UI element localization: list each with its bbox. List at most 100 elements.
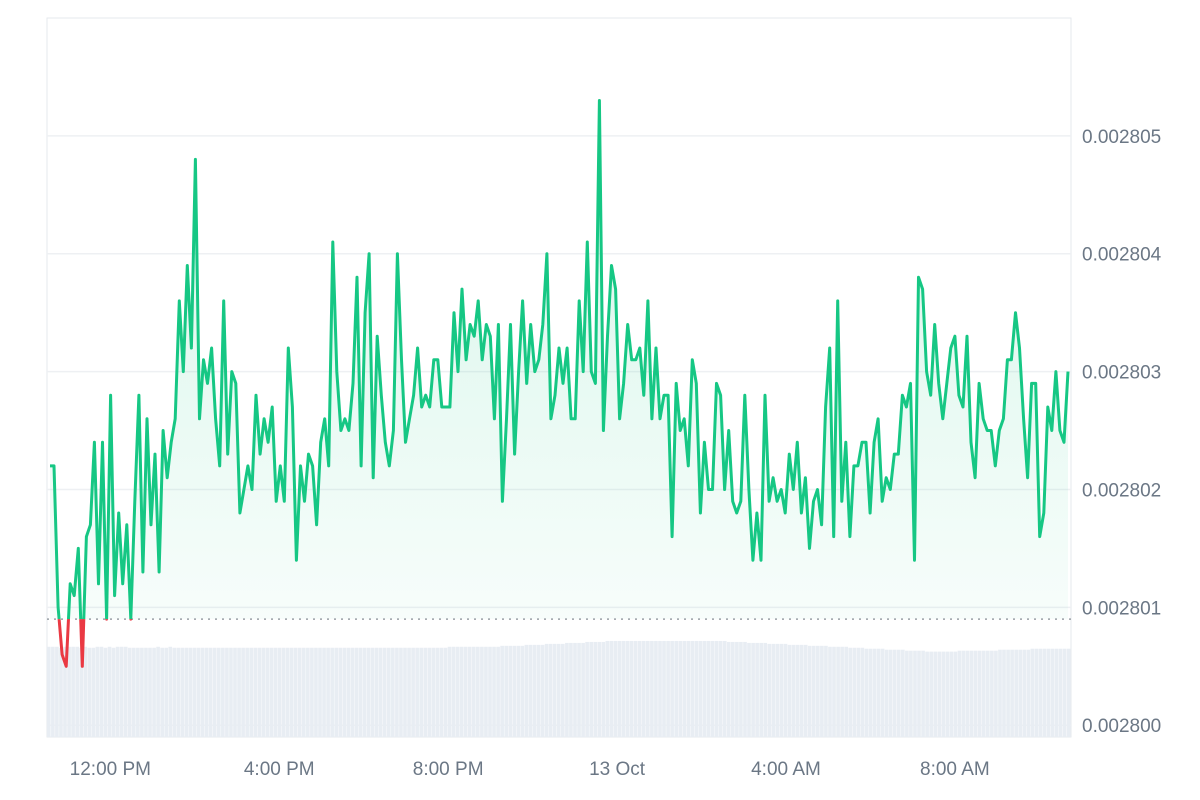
volume-bar xyxy=(969,650,974,737)
volume-bar xyxy=(488,646,492,737)
volume-bar xyxy=(63,646,67,737)
volume-bar xyxy=(306,647,310,737)
volume-bar xyxy=(301,647,306,737)
volume-bar xyxy=(1050,648,1055,737)
y-tick-label: 0.002804 xyxy=(1082,245,1162,266)
volume-bar xyxy=(573,642,577,737)
volume-bar xyxy=(718,640,723,737)
volume-bar xyxy=(1010,649,1014,737)
volume-bar xyxy=(265,647,270,737)
volume-bar xyxy=(297,647,302,737)
volume-bar xyxy=(577,642,581,737)
volume-bar xyxy=(111,647,116,737)
volume-bar xyxy=(731,641,735,737)
volume-bar xyxy=(451,646,456,737)
volume-bar xyxy=(751,642,755,737)
volume-bar xyxy=(47,646,51,737)
volume-bar xyxy=(953,651,958,737)
y-tick-label: 0.002805 xyxy=(1082,127,1161,148)
volume-bar xyxy=(164,647,169,737)
volume-bar xyxy=(123,646,128,737)
volume-bar xyxy=(609,640,614,737)
volume-bar xyxy=(759,642,763,737)
volume-bar xyxy=(520,645,525,737)
volume-bar xyxy=(51,646,55,737)
volume-bar xyxy=(807,645,812,737)
volume-bar xyxy=(427,647,432,737)
volume-bar xyxy=(605,640,610,737)
volume-bar xyxy=(710,640,715,737)
volume-bar xyxy=(726,641,731,737)
volume-bar xyxy=(334,647,339,737)
volume-bar xyxy=(1006,649,1010,737)
volume-bar xyxy=(832,646,836,737)
volume-bar xyxy=(192,647,197,737)
volume-bar xyxy=(670,640,674,737)
volume-bar xyxy=(961,650,966,737)
volume-bar xyxy=(844,646,848,737)
volume-bar xyxy=(763,642,768,737)
volume-bar xyxy=(856,647,861,737)
volume-bar xyxy=(544,643,549,737)
volume-bar xyxy=(318,647,322,737)
volume-bar xyxy=(556,643,561,737)
volume-bar xyxy=(799,644,804,737)
volume-bar xyxy=(896,649,901,737)
volume-bar xyxy=(342,647,347,737)
volume-bar xyxy=(613,640,618,737)
volume-bar xyxy=(273,647,278,737)
volume-bar xyxy=(650,640,654,737)
volume-bar xyxy=(196,647,201,737)
volume-bar xyxy=(933,651,938,737)
volume-bar xyxy=(168,646,173,737)
volume-bar xyxy=(880,648,885,737)
volume-bar xyxy=(516,645,521,737)
volume-bar xyxy=(637,640,642,737)
volume-bar xyxy=(913,650,917,737)
volume-bar xyxy=(140,647,144,737)
volume-bar xyxy=(548,643,553,737)
volume-bar xyxy=(261,647,266,737)
volume-bar xyxy=(852,647,857,737)
volume-bar xyxy=(905,650,909,737)
volume-bar xyxy=(378,647,383,737)
volume-bar xyxy=(698,640,703,737)
volume-bar xyxy=(1058,648,1063,737)
volume-bar xyxy=(293,647,298,737)
volume-bar xyxy=(103,647,108,737)
volume-bar xyxy=(419,647,424,737)
price-line xyxy=(50,99,1070,668)
volume-bar xyxy=(674,640,678,737)
volume-bar xyxy=(532,644,537,737)
volume-bar xyxy=(941,651,946,737)
volume-bar xyxy=(504,645,509,737)
volume-bar xyxy=(455,646,460,737)
volume-bar xyxy=(350,647,355,737)
volume-bar xyxy=(200,647,205,737)
volume-bar xyxy=(621,640,626,737)
y-axis-ticks: 0.002800 0.002801 0.002802 0.002803 0.002804… xyxy=(1082,127,1162,737)
volume-bar xyxy=(767,643,772,737)
volume-bar xyxy=(593,641,598,737)
volume-bar xyxy=(901,649,905,737)
volume-bar xyxy=(1022,649,1027,737)
volume-bar xyxy=(1066,648,1071,737)
volume-bar xyxy=(965,650,970,737)
x-tick-label: 4:00 PM xyxy=(244,759,315,780)
volume-bar xyxy=(233,647,237,737)
volume-bar xyxy=(666,640,670,737)
volume-bar xyxy=(743,641,747,737)
volume-bar xyxy=(552,643,557,737)
volume-bar xyxy=(892,649,897,737)
x-tick-label: 8:00 PM xyxy=(413,759,484,780)
volume-bar xyxy=(208,647,213,737)
x-tick-label: 8:00 AM xyxy=(920,759,990,780)
volume-bar xyxy=(994,650,998,737)
volume-bar xyxy=(779,643,784,737)
volume-bar xyxy=(484,646,488,737)
volume-bar xyxy=(682,640,687,737)
x-tick-label: 13 Oct xyxy=(589,759,646,780)
volume-bar xyxy=(775,643,780,737)
